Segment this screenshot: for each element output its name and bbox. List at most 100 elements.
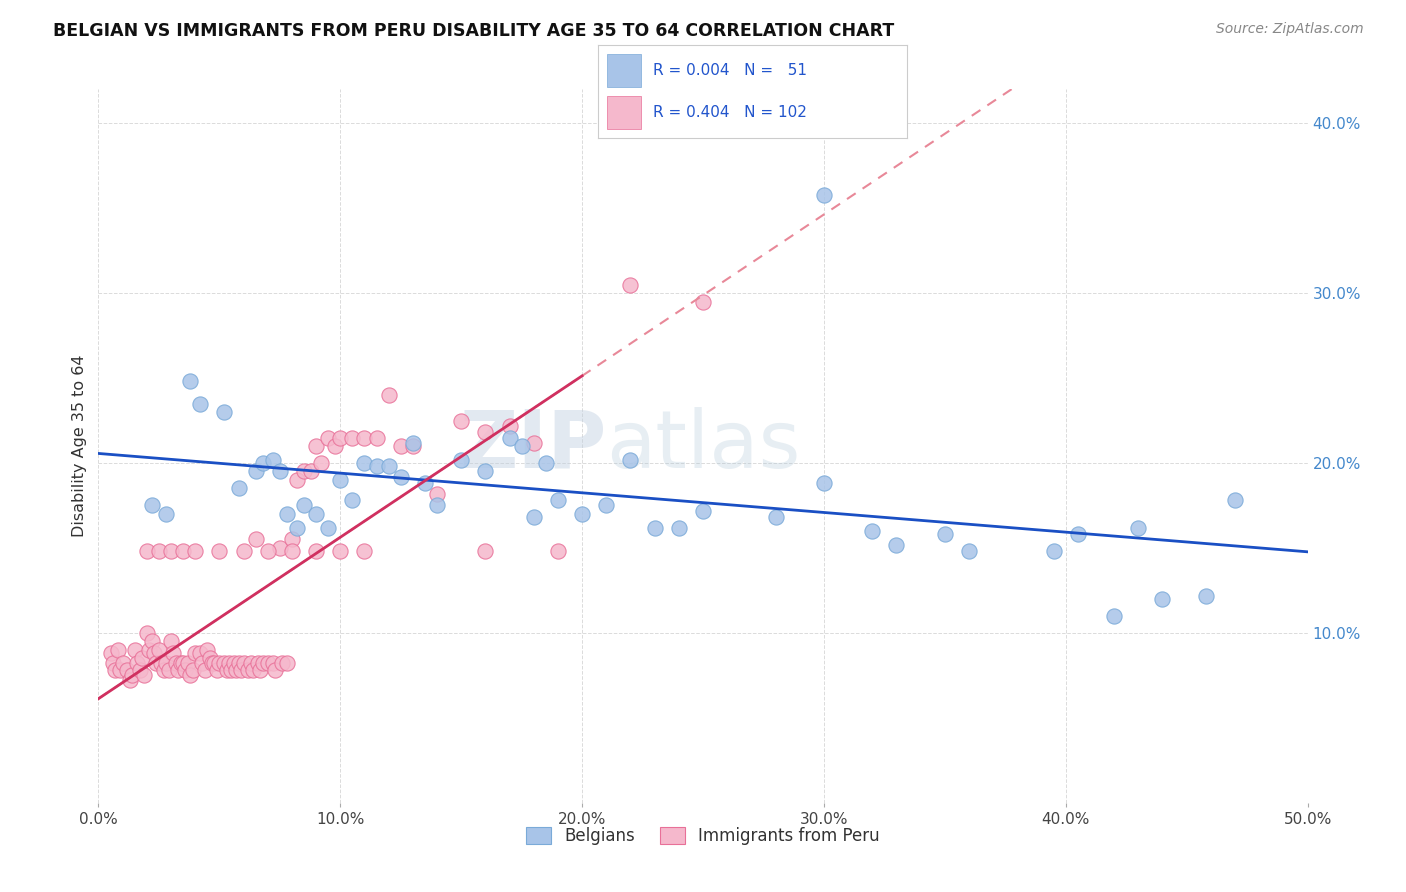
Bar — [607, 96, 641, 129]
Point — [413, 476, 436, 491]
Point — [218, 657, 240, 671]
Point — [309, 456, 332, 470]
Point — [172, 544, 194, 558]
Point — [389, 439, 412, 453]
Text: R = 0.404   N = 102: R = 0.404 N = 102 — [654, 105, 807, 120]
Point — [285, 473, 308, 487]
Point — [174, 663, 197, 677]
Text: Source: ZipAtlas.com: Source: ZipAtlas.com — [1216, 22, 1364, 37]
Point — [299, 465, 322, 479]
Point — [252, 657, 274, 671]
Point — [135, 544, 157, 558]
Point — [1152, 591, 1174, 606]
Bar — [607, 54, 641, 87]
Point — [177, 657, 200, 671]
Point — [108, 663, 131, 677]
Point — [474, 425, 496, 440]
Point — [377, 388, 399, 402]
Point — [644, 520, 666, 534]
Point — [342, 430, 364, 444]
Point — [194, 663, 217, 677]
Point — [215, 663, 238, 677]
Text: atlas: atlas — [606, 407, 800, 485]
Point — [188, 646, 211, 660]
Point — [188, 396, 211, 410]
Point — [619, 452, 641, 467]
Point — [523, 435, 546, 450]
Point — [198, 651, 221, 665]
Point — [547, 493, 569, 508]
Point — [155, 507, 177, 521]
Point — [534, 456, 557, 470]
Point — [305, 507, 328, 521]
Point — [450, 452, 472, 467]
Point — [247, 657, 270, 671]
Point — [402, 435, 425, 450]
Point — [195, 643, 218, 657]
Point — [150, 657, 173, 671]
Point — [143, 646, 166, 660]
Point — [281, 533, 304, 547]
Point — [269, 465, 291, 479]
Point — [523, 510, 546, 524]
Point — [1195, 589, 1218, 603]
Point — [353, 456, 375, 470]
Point — [305, 439, 328, 453]
Point — [353, 544, 375, 558]
Point — [165, 657, 187, 671]
Point — [957, 544, 980, 558]
Point — [1042, 544, 1064, 558]
Point — [135, 626, 157, 640]
Point — [145, 657, 167, 671]
Point — [128, 663, 150, 677]
Point — [426, 499, 449, 513]
Point — [201, 657, 224, 671]
Point — [1223, 493, 1246, 508]
Point — [474, 544, 496, 558]
Point — [179, 375, 201, 389]
Point — [271, 657, 294, 671]
Point — [692, 503, 714, 517]
Point — [107, 643, 129, 657]
Point — [181, 663, 204, 677]
Point — [160, 544, 183, 558]
Point — [316, 430, 339, 444]
Point — [342, 493, 364, 508]
Point — [252, 456, 274, 470]
Point — [668, 520, 690, 534]
Point — [765, 510, 787, 524]
Point — [141, 499, 163, 513]
Point — [127, 657, 149, 671]
Point — [239, 657, 262, 671]
Point — [179, 668, 201, 682]
Point — [124, 643, 146, 657]
Point — [510, 439, 533, 453]
Point — [101, 657, 124, 671]
Point — [498, 430, 520, 444]
Text: R = 0.004   N =   51: R = 0.004 N = 51 — [654, 62, 807, 78]
Point — [813, 476, 835, 491]
Point — [172, 657, 194, 671]
Point — [285, 520, 308, 534]
Point — [162, 646, 184, 660]
Point — [1128, 520, 1150, 534]
Point — [191, 657, 214, 671]
Point — [256, 657, 278, 671]
Point — [1102, 608, 1125, 623]
Point — [262, 657, 284, 671]
Point — [117, 663, 139, 677]
Point — [389, 469, 412, 483]
Point — [281, 544, 304, 558]
Point — [148, 544, 170, 558]
Point — [249, 663, 271, 677]
Point — [305, 544, 328, 558]
Point — [204, 657, 226, 671]
Point — [262, 452, 284, 467]
Point — [160, 634, 183, 648]
Point — [934, 527, 956, 541]
Point — [692, 294, 714, 309]
Text: ZIP: ZIP — [458, 407, 606, 485]
Point — [595, 499, 617, 513]
Point — [450, 413, 472, 427]
Point — [134, 668, 156, 682]
